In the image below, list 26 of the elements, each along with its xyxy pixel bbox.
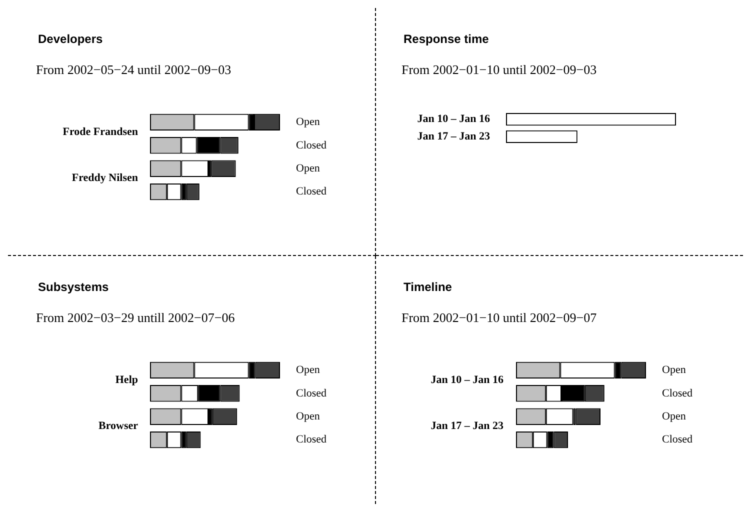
y-tick-label: Open: [296, 410, 320, 422]
y-tick-label: Open: [296, 364, 320, 376]
y-tick-label: Open: [662, 410, 686, 422]
y-tick-label: Closed: [296, 139, 328, 152]
text: Freddy Nilsen: [72, 172, 138, 186]
y-tick-label: Open: [296, 116, 320, 128]
y-tick-label: Open: [296, 162, 320, 174]
y-tick-label: Open: [662, 364, 686, 376]
chart-subtitle: From 2002−01−10 until 2002−09−03: [402, 62, 598, 78]
text: Help: [115, 374, 138, 388]
text: Frode Frandsen: [62, 126, 138, 140]
text: Jan 17 – Jan 23: [430, 420, 504, 434]
y-tick-label: Closed: [662, 387, 693, 400]
chart-title: Subsystems: [38, 280, 110, 296]
chart-subtitle: From 2002−03−29 untill 2002−07−06: [36, 310, 236, 326]
y-tick-label: Closed: [296, 434, 328, 446]
y-tick-label: Closed: [296, 387, 328, 400]
text: Browser: [98, 420, 138, 434]
chart-subtitle: From 2002−05−24 until 2002−09−03: [36, 62, 232, 78]
y-tick-label: Closed: [662, 434, 693, 446]
chart-title: Timeline: [404, 280, 453, 296]
chart-title: Response time: [404, 32, 490, 48]
chart-subtitle: From 2002−01−10 until 2002−09−07: [402, 310, 598, 326]
text: Jan 10 – Jan 16: [430, 374, 504, 388]
chart-title: Developers: [38, 32, 104, 48]
y-tick-label: Closed: [296, 186, 328, 198]
